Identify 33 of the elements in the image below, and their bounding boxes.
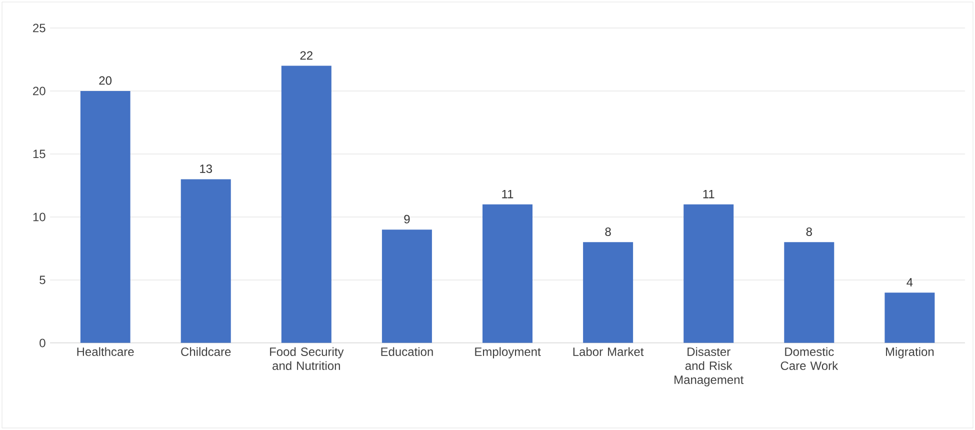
bar bbox=[884, 292, 935, 343]
data-label: 8 bbox=[605, 227, 611, 236]
x-tick-label: Childcare bbox=[181, 347, 231, 356]
y-tick-label: 25 bbox=[33, 24, 46, 32]
bar bbox=[281, 66, 332, 343]
data-label: 8 bbox=[806, 227, 812, 236]
y-tick-label: 0 bbox=[40, 338, 46, 348]
bar bbox=[80, 90, 130, 343]
data-label: 9 bbox=[404, 214, 410, 224]
bar bbox=[684, 204, 734, 343]
bar bbox=[482, 204, 532, 343]
data-label: 11 bbox=[703, 190, 714, 198]
data-label: 20 bbox=[99, 76, 112, 85]
x-tick-label: Food Security and Nutrition bbox=[270, 347, 344, 370]
x-tick-label: Disaster and Risk Management bbox=[674, 347, 744, 386]
bar bbox=[583, 242, 634, 343]
x-tick-label: Migration bbox=[886, 347, 934, 358]
y-tick-label: 15 bbox=[33, 150, 46, 158]
bar bbox=[382, 230, 432, 343]
x-tick-label: Healthcare bbox=[77, 347, 134, 356]
x-tick-label: Labor Market bbox=[573, 347, 644, 356]
y-tick-label: 10 bbox=[33, 212, 46, 222]
bar bbox=[784, 242, 834, 343]
x-tick-label: Employment bbox=[475, 347, 541, 358]
data-label: 13 bbox=[200, 164, 212, 173]
x-tick-label: Education bbox=[381, 347, 433, 356]
data-label: 22 bbox=[300, 51, 312, 60]
x-tick-label: Domestic Care Work bbox=[780, 347, 838, 370]
data-label: 11 bbox=[502, 190, 514, 198]
y-tick-label: 20 bbox=[33, 86, 46, 96]
data-label: 4 bbox=[906, 278, 913, 286]
bar bbox=[180, 179, 231, 343]
y-tick-label: 5 bbox=[40, 276, 46, 284]
